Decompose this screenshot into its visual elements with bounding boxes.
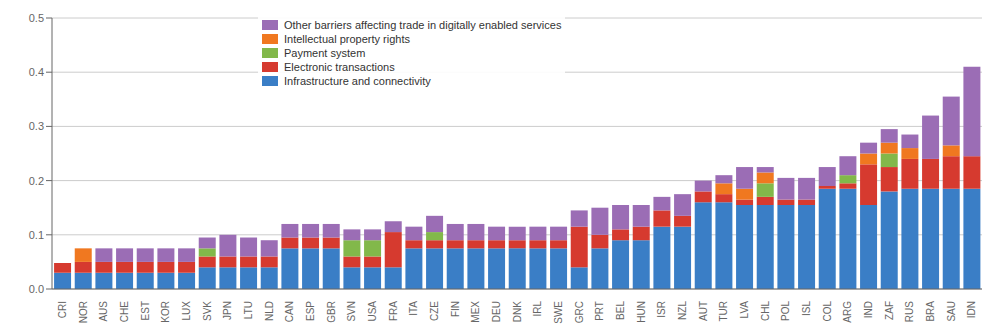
svg-text:SVK: SVK xyxy=(202,301,213,321)
svg-text:BRA: BRA xyxy=(925,301,936,322)
html-text:Intellectual property rights: Intellectual property rights xyxy=(284,33,410,45)
svg-text:IND: IND xyxy=(863,301,874,318)
svg-text:FIN: FIN xyxy=(450,301,461,317)
svg-text:0.4: 0.4 xyxy=(29,66,44,78)
svg-text:NZL: NZL xyxy=(677,301,688,320)
svg-text:ISL: ISL xyxy=(801,301,812,316)
svg-text:RUS: RUS xyxy=(904,301,915,322)
svg-text:DEU: DEU xyxy=(491,301,502,322)
svg-text:AUT: AUT xyxy=(698,301,709,321)
svg-text:COL: COL xyxy=(822,301,833,322)
svg-text:KOR: KOR xyxy=(160,301,171,323)
svg-text:CHL: CHL xyxy=(760,301,771,321)
html-text:Other barriers affecting trade: Other barriers affecting trade in digita… xyxy=(284,19,562,31)
svg-text:ITA: ITA xyxy=(408,301,419,316)
svg-text:SWE: SWE xyxy=(553,301,564,324)
svg-text:PRT: PRT xyxy=(594,301,605,321)
svg-text:0.5: 0.5 xyxy=(29,12,44,24)
svg-text:LTU: LTU xyxy=(243,301,254,319)
svg-text:AUS: AUS xyxy=(98,301,109,322)
svg-text:CAN: CAN xyxy=(284,301,295,322)
svg-text:IRL: IRL xyxy=(532,301,543,317)
svg-text:NLD: NLD xyxy=(264,301,275,321)
svg-text:USA: USA xyxy=(367,301,378,322)
svg-text:CHE: CHE xyxy=(119,301,130,322)
svg-text:ESP: ESP xyxy=(305,301,316,321)
svg-text:MEX: MEX xyxy=(470,301,481,323)
svg-text:CRI: CRI xyxy=(57,301,68,318)
svg-text:HUN: HUN xyxy=(636,301,647,323)
svg-text:TUR: TUR xyxy=(718,301,729,322)
svg-text:DNK: DNK xyxy=(512,301,523,322)
svg-text:LVA: LVA xyxy=(739,301,750,319)
svg-text:ISR: ISR xyxy=(656,301,667,318)
svg-text:IDN: IDN xyxy=(966,301,977,318)
svg-text:FRA: FRA xyxy=(388,301,399,321)
svg-text:0.3: 0.3 xyxy=(29,120,44,132)
svg-text:GRC: GRC xyxy=(574,301,585,323)
svg-text:EST: EST xyxy=(140,301,151,320)
html-text:Electronic transactions: Electronic transactions xyxy=(284,61,395,73)
svg-text:GBR: GBR xyxy=(326,301,337,323)
svg-text:JPN: JPN xyxy=(222,301,233,320)
svg-text:SAU: SAU xyxy=(946,301,957,322)
svg-text:ZAF: ZAF xyxy=(884,301,895,320)
svg-text:NOR: NOR xyxy=(78,301,89,323)
svg-text:0.1: 0.1 xyxy=(29,229,44,241)
svg-text:0.0: 0.0 xyxy=(29,283,44,295)
svg-text:0.2: 0.2 xyxy=(29,175,44,187)
svg-text:ARG: ARG xyxy=(842,301,853,323)
svg-text:POL: POL xyxy=(780,301,791,321)
svg-text:BEL: BEL xyxy=(615,301,626,320)
html-text:Payment system: Payment system xyxy=(284,47,366,59)
html-text:Infrastructure and connectivit: Infrastructure and connectivity xyxy=(284,75,431,87)
svg-text:LUX: LUX xyxy=(181,301,192,321)
svg-text:CZE: CZE xyxy=(429,301,440,321)
svg-text:SVN: SVN xyxy=(346,301,357,322)
